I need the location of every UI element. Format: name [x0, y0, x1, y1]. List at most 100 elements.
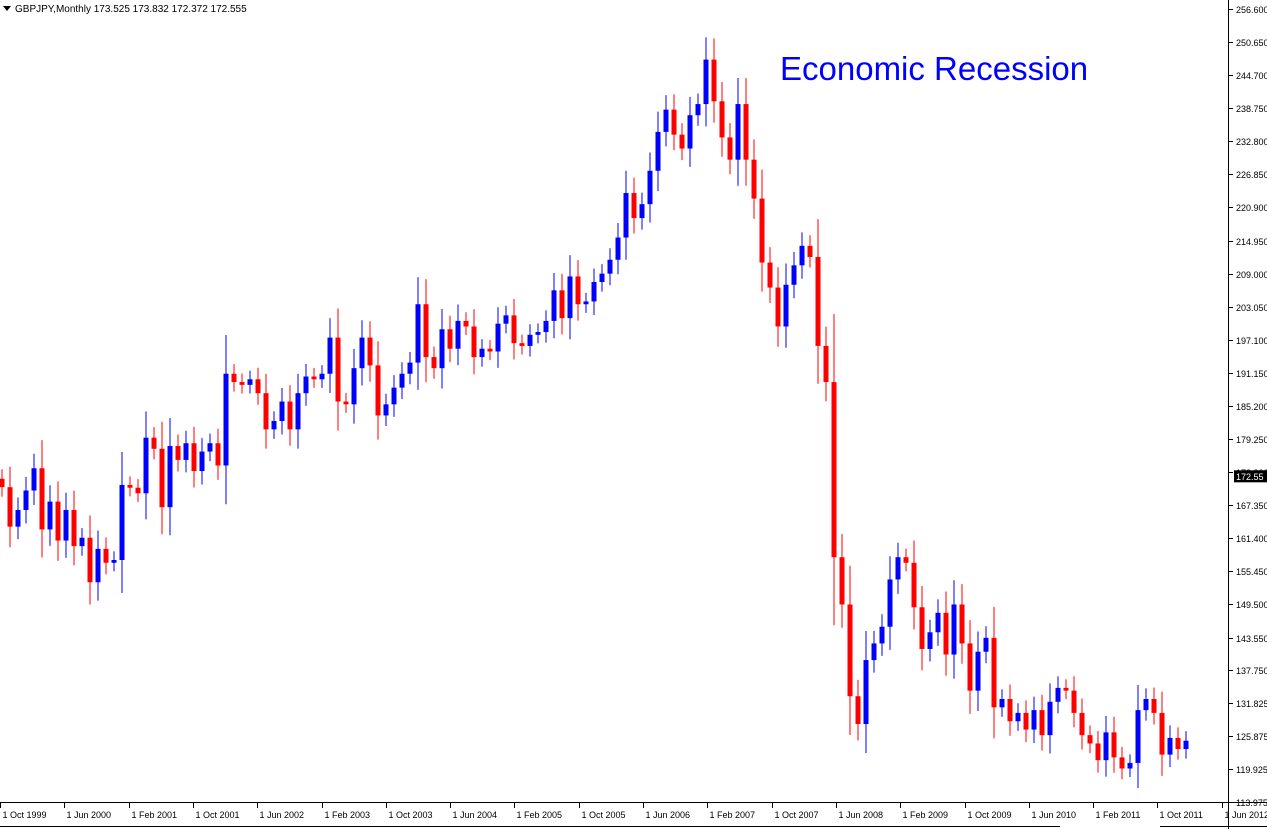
candle: [951, 580, 957, 679]
time-tick-label: 1 Oct 2005: [582, 810, 626, 820]
candle: [791, 251, 797, 299]
candle: [207, 433, 213, 462]
candle: [687, 96, 693, 167]
candle: [1103, 715, 1109, 777]
candle: [471, 309, 477, 375]
price-tick-label: 113.975: [1236, 798, 1267, 808]
annotation-text: Economic Recession: [780, 50, 1089, 87]
candle: [47, 485, 53, 546]
candle: [415, 277, 421, 390]
candle: [1063, 679, 1069, 700]
candle: [375, 341, 381, 440]
candle: [183, 430, 189, 473]
time-tick-label: 1 Oct 1999: [3, 810, 47, 820]
candle: [855, 679, 861, 741]
candle: [63, 492, 69, 558]
candle: [919, 585, 925, 671]
candle: [927, 619, 933, 662]
price-tick-label: 232.800: [1236, 137, 1267, 147]
dropdown-triangle-icon[interactable]: [3, 6, 11, 11]
candle: [615, 223, 621, 275]
time-tick-label: 1 Jun 2002: [260, 810, 305, 820]
candle: [871, 630, 877, 673]
candle: [151, 427, 157, 460]
candle: [903, 548, 909, 572]
candle: [1079, 698, 1085, 750]
candle: [7, 466, 13, 548]
time-tick-label: 1 Feb 2003: [325, 810, 371, 820]
candle: [631, 177, 637, 234]
candle: [935, 599, 941, 646]
candle: [599, 264, 605, 292]
candle: [767, 247, 773, 303]
candle: [231, 364, 237, 392]
candle: [735, 77, 741, 186]
candle: [1119, 746, 1125, 780]
candle: [511, 298, 517, 360]
candle: [879, 614, 885, 656]
candle: [943, 591, 949, 676]
candle: [391, 375, 397, 417]
price-tick-label: 214.950: [1236, 237, 1267, 247]
candle: [527, 324, 533, 357]
candle: [887, 556, 893, 650]
candle: [1159, 691, 1165, 776]
candle: [175, 434, 181, 472]
candle: [743, 77, 749, 186]
time-tick-label: 1 Oct 2007: [775, 810, 819, 820]
candle: [623, 170, 629, 260]
candle: [1007, 684, 1013, 736]
price-tick-label: 185.200: [1236, 402, 1267, 412]
candle: [215, 428, 221, 480]
candle: [1031, 696, 1037, 744]
candle: [191, 426, 197, 488]
candle: [15, 497, 21, 540]
candle: [431, 346, 437, 379]
chart-header: GBPJPY,Monthly 173.525 173.832 172.372 1…: [3, 4, 247, 15]
candle: [119, 451, 125, 593]
time-tick-label: 1 Jun 2012: [1225, 810, 1267, 820]
candle: [703, 37, 709, 127]
candle: [127, 476, 133, 497]
candle: [775, 267, 781, 347]
symbol-label: GBPJPY,Monthly: [15, 4, 91, 15]
candle: [863, 631, 869, 754]
price-tick-label: 191.150: [1236, 369, 1267, 379]
candle: [1047, 683, 1053, 754]
price-tick-label: 161.400: [1236, 534, 1267, 544]
price-tick-label: 220.900: [1236, 203, 1267, 213]
candle: [135, 479, 141, 502]
time-tick-label: 1 Feb 2011: [1096, 810, 1141, 820]
candle: [559, 273, 565, 335]
candle: [111, 551, 117, 572]
candle: [0, 469, 5, 497]
candle: [79, 528, 85, 556]
time-tick-label: 1 Feb 2007: [710, 810, 756, 820]
candle: [999, 689, 1005, 717]
candle: [1151, 687, 1157, 725]
price-tick-label: 149.500: [1236, 600, 1267, 610]
time-tick-label: 1 Oct 2011: [1160, 810, 1203, 820]
current-price-label: 172.55: [1236, 472, 1264, 482]
price-tick-label: 238.750: [1236, 104, 1267, 114]
candle: [711, 38, 717, 123]
candle: [567, 255, 573, 340]
candle: [967, 620, 973, 714]
candle: [1175, 727, 1181, 760]
candle: [807, 235, 813, 268]
candle: [367, 321, 373, 382]
candle: [847, 565, 853, 736]
candle: [535, 323, 541, 344]
candle: [463, 312, 469, 336]
candles-group: [0, 37, 1189, 789]
candle: [55, 481, 61, 561]
price-tick-label: 250.650: [1236, 38, 1267, 48]
candle: [727, 122, 733, 175]
candle: [1135, 684, 1141, 789]
time-tick-label: 1 Oct 2001: [196, 810, 240, 820]
candle: [1015, 703, 1021, 731]
candle: [95, 530, 101, 601]
